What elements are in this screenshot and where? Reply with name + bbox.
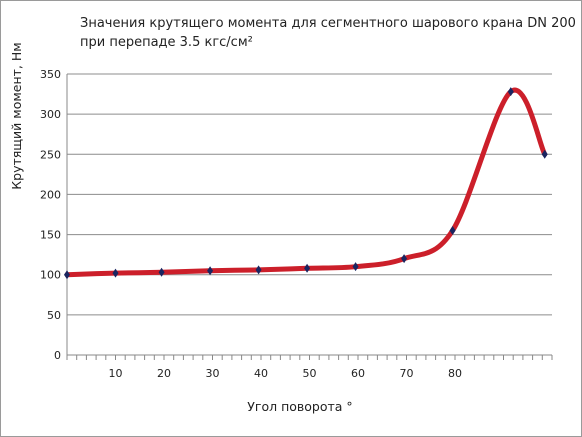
data-point-0-6 (352, 262, 359, 272)
y-tick-label-350: 350 (40, 68, 61, 81)
data-point-0-9 (507, 87, 514, 97)
x-tick-label-80: 80 (448, 367, 462, 380)
data-point-0-1 (112, 268, 119, 278)
y-tick-label-150: 150 (40, 229, 61, 242)
x-tick-label-40: 40 (254, 367, 268, 380)
data-point-0-5 (304, 263, 311, 273)
x-tick-label-60: 60 (351, 367, 365, 380)
chart-title: Значения крутящего момента для сегментно… (80, 14, 576, 52)
data-point-0-8 (449, 226, 456, 236)
chart-title-line-2: при перепаде 3.5 кгс/см² (80, 35, 253, 50)
y-tick-label-300: 300 (40, 108, 61, 121)
grid-layer (67, 73, 552, 316)
y-tick-label-0: 0 (54, 349, 61, 362)
x-axis-label: Угол поворота ° (247, 399, 353, 414)
y-tick-label-100: 100 (40, 269, 61, 282)
data-point-0-4 (255, 265, 262, 275)
data-point-0-7 (401, 254, 408, 264)
axis-layer: 0 50 100 150 200 250 300 350 10 20 30 40 50 60 70 80 (40, 68, 553, 380)
series-layer (64, 87, 548, 278)
y-tick-label-50: 50 (47, 309, 61, 322)
chart-title-line-1: Значения крутящего момента для сегментно… (80, 16, 576, 31)
data-point-0-10 (541, 149, 548, 159)
marker-layer (64, 87, 548, 280)
data-point-0-3 (207, 266, 214, 276)
x-tick-label-10: 10 (109, 367, 123, 380)
x-tick-label-20: 20 (157, 367, 171, 380)
x-tick-label-30: 30 (206, 367, 220, 380)
x-tick-label-70: 70 (400, 367, 414, 380)
y-tick-label-200: 200 (40, 188, 61, 201)
data-point-0-0 (64, 270, 70, 280)
y-tick-label-250: 250 (40, 148, 61, 161)
x-tick-label-50: 50 (303, 367, 317, 380)
data-point-0-2 (158, 267, 165, 277)
series-line-0 (64, 87, 548, 278)
